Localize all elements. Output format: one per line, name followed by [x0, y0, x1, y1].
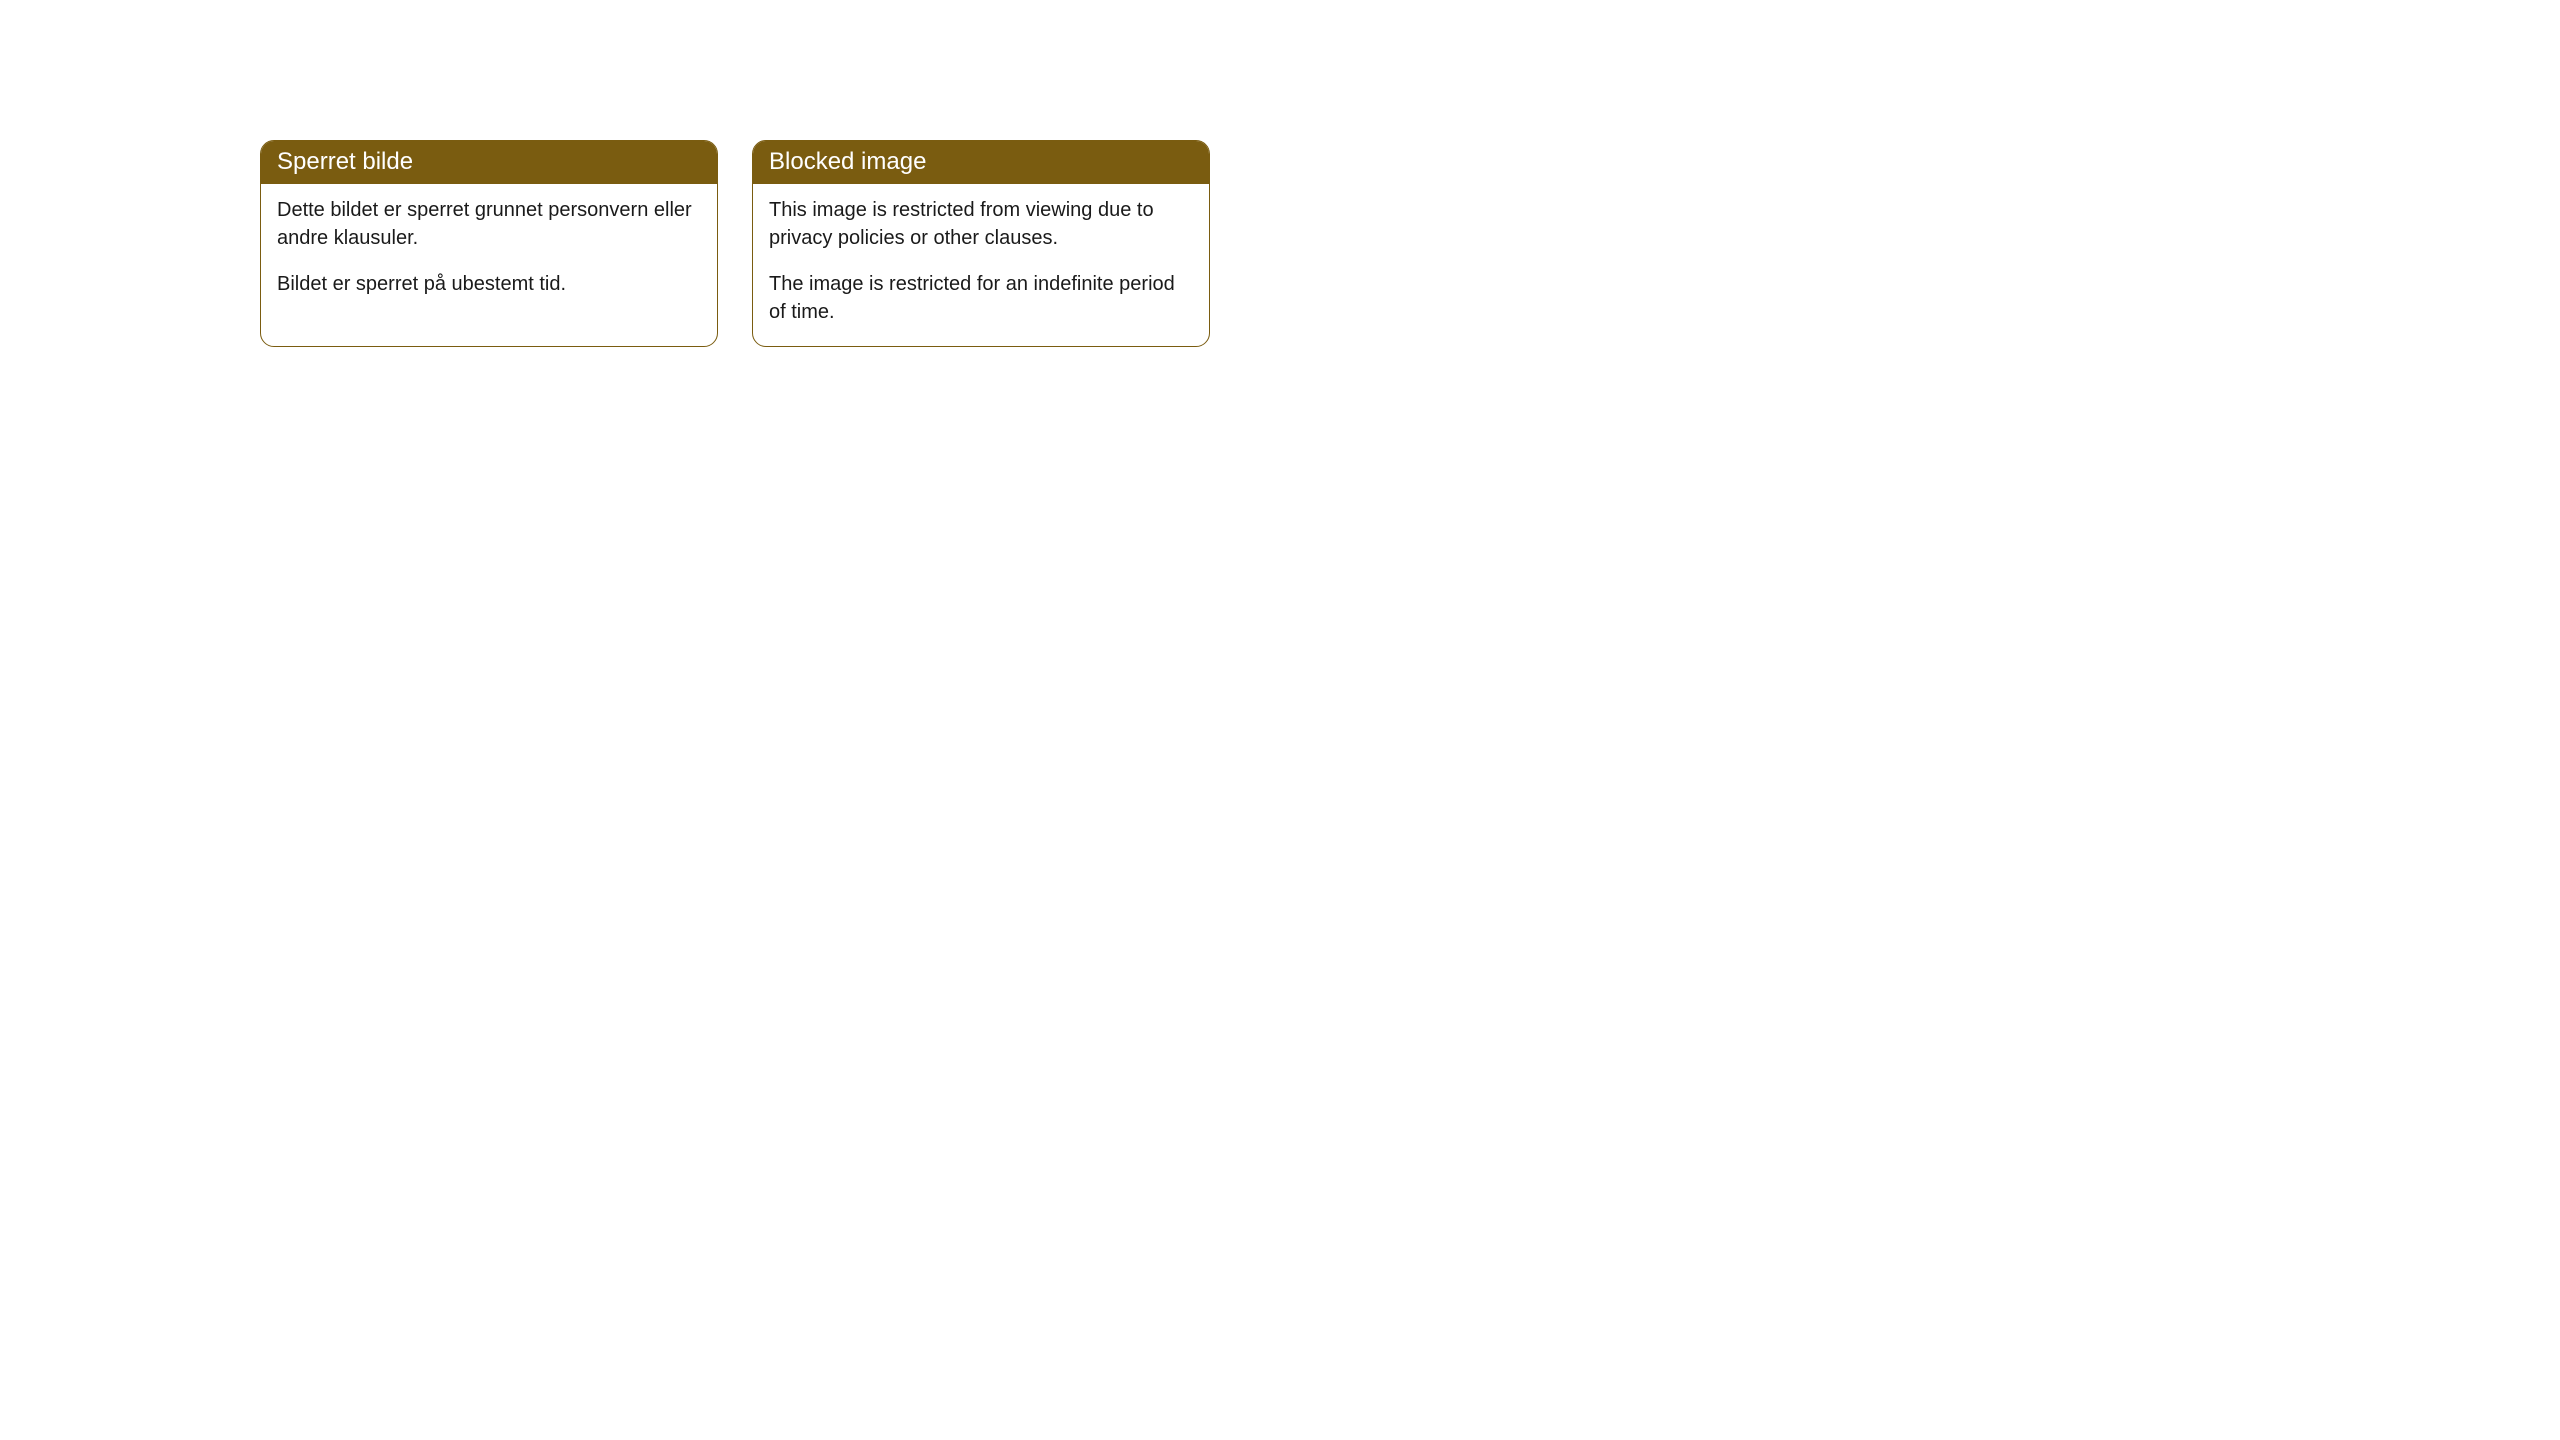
card-norwegian: Sperret bilde Dette bildet er sperret gr… — [260, 140, 718, 347]
card-paragraph-1: Dette bildet er sperret grunnet personve… — [277, 196, 701, 252]
card-paragraph-2: Bildet er sperret på ubestemt tid. — [277, 270, 701, 298]
card-english: Blocked image This image is restricted f… — [752, 140, 1210, 347]
card-paragraph-2: The image is restricted for an indefinit… — [769, 270, 1193, 326]
card-header-norwegian: Sperret bilde — [261, 141, 717, 184]
card-paragraph-1: This image is restricted from viewing du… — [769, 196, 1193, 252]
cards-container: Sperret bilde Dette bildet er sperret gr… — [260, 140, 2300, 347]
card-header-english: Blocked image — [753, 141, 1209, 184]
card-body-norwegian: Dette bildet er sperret grunnet personve… — [261, 184, 717, 318]
card-body-english: This image is restricted from viewing du… — [753, 184, 1209, 346]
